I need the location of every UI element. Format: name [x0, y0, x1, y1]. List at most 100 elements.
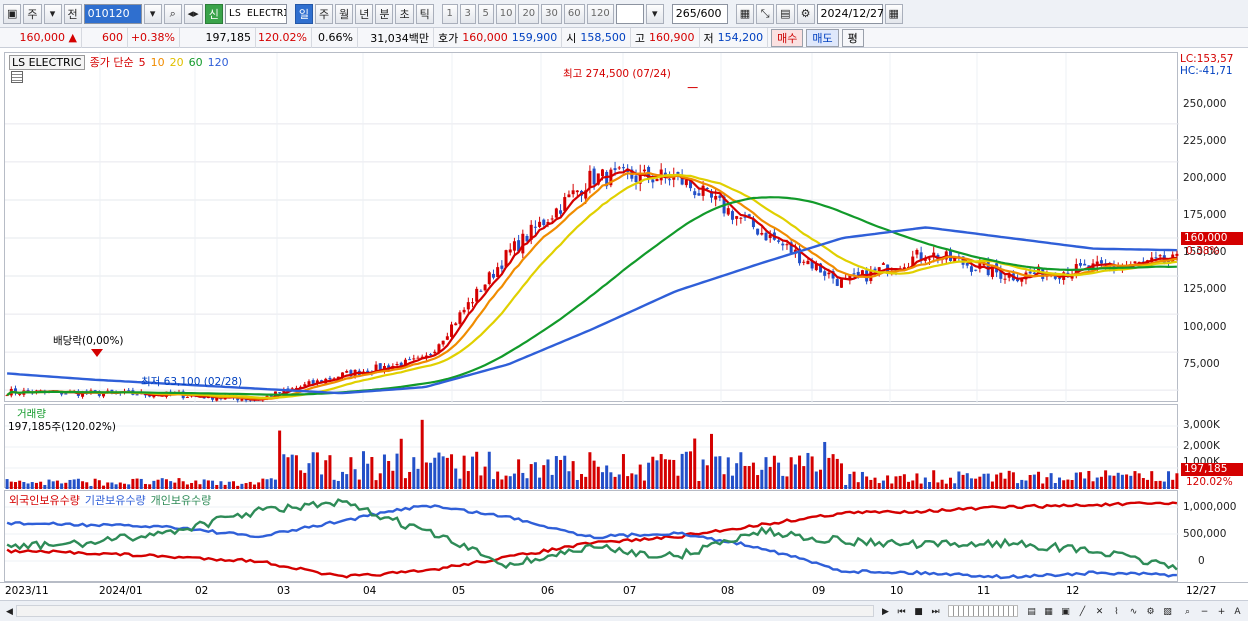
- code-dropdown-icon[interactable]: ▾: [143, 3, 162, 24]
- zoom-ruler[interactable]: [948, 605, 1018, 617]
- tab-week[interactable]: 주: [314, 3, 334, 24]
- volume-bar: [613, 476, 617, 489]
- scroll-left-icon[interactable]: ◀: [6, 606, 13, 617]
- volume-bar: [932, 470, 936, 489]
- tab-minute[interactable]: 분: [375, 3, 394, 24]
- candle-body: [634, 175, 638, 183]
- interval-1[interactable]: 1: [441, 3, 458, 24]
- zoom-in-icon[interactable]: +: [1217, 606, 1226, 617]
- table-icon[interactable]: [11, 71, 23, 83]
- candle-body: [747, 214, 751, 217]
- volume-ratio: 120.02%: [256, 27, 312, 48]
- volume-bar: [1087, 470, 1091, 489]
- new-badge[interactable]: 신: [204, 3, 223, 24]
- tab-tick[interactable]: 틱: [415, 3, 434, 24]
- volume-bar: [433, 457, 437, 489]
- stop-icon[interactable]: ■: [914, 606, 923, 617]
- price-tick: 250,000: [1183, 98, 1227, 110]
- interval-120[interactable]: 120: [586, 3, 614, 24]
- volume-bar: [64, 482, 68, 489]
- calendar-icon[interactable]: ▦: [884, 3, 903, 24]
- volume-bar: [588, 452, 592, 489]
- candle-body: [1003, 278, 1007, 280]
- count-input[interactable]: 265 /600: [671, 3, 728, 24]
- price-legend: LS ELECTRIC 종가 단순 5 10 20 60 120: [9, 54, 229, 70]
- candle-body: [378, 363, 382, 371]
- volume-bar: [886, 475, 890, 489]
- zoom-out-icon[interactable]: −: [1200, 606, 1209, 617]
- holdings-tick: 500,000: [1183, 528, 1227, 540]
- volume-bar: [1028, 474, 1032, 489]
- interval-3[interactable]: 3: [459, 3, 476, 24]
- interval-custom-input[interactable]: [615, 3, 644, 24]
- gear-icon[interactable]: ⚙: [796, 3, 815, 24]
- volume-bar: [487, 451, 491, 489]
- eval-button[interactable]: 평: [841, 28, 864, 47]
- horizontal-scrollbar[interactable]: [16, 605, 874, 617]
- volume-bar: [177, 478, 181, 489]
- scroll-right-icon[interactable]: ▶: [882, 606, 889, 617]
- window-icon[interactable]: ▣: [3, 3, 22, 24]
- tab-month[interactable]: 월: [335, 3, 354, 24]
- period-dropdown-icon[interactable]: ▾: [43, 3, 62, 24]
- volume-bar: [51, 481, 55, 489]
- volume-bar: [751, 462, 755, 489]
- speaker-icon[interactable]: ◂▸: [183, 3, 203, 24]
- trend-icon[interactable]: ⌇: [1114, 606, 1119, 617]
- zoom-icon[interactable]: ⌕: [1184, 606, 1191, 617]
- fast-forward-icon[interactable]: ⏭: [931, 606, 940, 617]
- candle-body: [617, 167, 621, 169]
- chart-type-icon[interactable]: ▣: [1061, 606, 1070, 617]
- interval-20[interactable]: 20: [518, 3, 540, 24]
- rewind-icon[interactable]: ⏮: [897, 606, 906, 617]
- chart-draw-icon[interactable]: ⤡: [756, 3, 775, 24]
- candle-body: [328, 377, 332, 380]
- interval-30[interactable]: 30: [541, 3, 562, 24]
- layout-icon[interactable]: ▤: [1027, 606, 1036, 617]
- holdings-panel[interactable]: 외국인보유수량 기관보유수량 개인보유수량: [4, 490, 1179, 582]
- volume-bar: [701, 459, 705, 489]
- buy-button[interactable]: 매수: [771, 28, 804, 47]
- image-icon[interactable]: ▧: [1163, 606, 1172, 617]
- volume-bar: [869, 479, 873, 489]
- volume-bar: [491, 479, 495, 489]
- sell-button[interactable]: 매도: [806, 28, 839, 47]
- volume-bar: [106, 482, 110, 489]
- stock-code-input[interactable]: 010120: [83, 3, 142, 24]
- volume-bar: [269, 478, 273, 489]
- volume-bar: [642, 480, 646, 489]
- interval-dropdown-icon[interactable]: ▾: [645, 3, 664, 24]
- line-tool-icon[interactable]: ╱: [1079, 606, 1086, 617]
- grid-icon[interactable]: ▦: [735, 3, 755, 24]
- candle-body: [336, 376, 340, 380]
- price-chart-panel[interactable]: LS ELECTRIC 종가 단순 5 10 20 60 120 최고 274,…: [4, 52, 1179, 403]
- candle-body: [110, 389, 114, 393]
- interval-10[interactable]: 10: [495, 3, 517, 24]
- tab-year[interactable]: 년: [355, 3, 374, 24]
- prev-button[interactable]: 전: [63, 3, 82, 24]
- volume-bar: [223, 484, 227, 489]
- crosshair-icon[interactable]: ✕: [1095, 606, 1104, 617]
- save-icon[interactable]: ▤: [776, 3, 795, 24]
- interval-60[interactable]: 60: [563, 3, 585, 24]
- font-size-icon[interactable]: A: [1234, 606, 1241, 617]
- period-select[interactable]: 주: [23, 3, 42, 24]
- bottom-toolbar: ◀ ▶ ⏮ ■ ⏭ ▤ ▦ ▣ ╱ ✕ ⌇ ∿ ⚙ ▧ ⌕ − + A: [0, 600, 1248, 621]
- tab-second[interactable]: 초: [395, 3, 414, 24]
- candle-body: [471, 302, 475, 304]
- volume-bar: [907, 481, 911, 489]
- volume-bar: [236, 485, 240, 489]
- volume-bar: [5, 479, 9, 489]
- candle-body: [965, 262, 969, 266]
- tab-day[interactable]: 일: [294, 3, 313, 24]
- grid-icon[interactable]: ▦: [1044, 606, 1053, 617]
- settings-icon[interactable]: ⚙: [1146, 606, 1155, 617]
- volume-tick: 3,000K: [1183, 419, 1220, 431]
- volume-bar: [596, 466, 600, 489]
- date-input[interactable]: 2024/12/27: [816, 3, 884, 24]
- volume-panel[interactable]: 거래량 197,185주(120.02%): [4, 404, 1179, 489]
- search-icon[interactable]: ⌕: [163, 3, 182, 24]
- wave-icon[interactable]: ∿: [1129, 606, 1138, 617]
- interval-5[interactable]: 5: [477, 3, 494, 24]
- candle-body: [873, 268, 877, 271]
